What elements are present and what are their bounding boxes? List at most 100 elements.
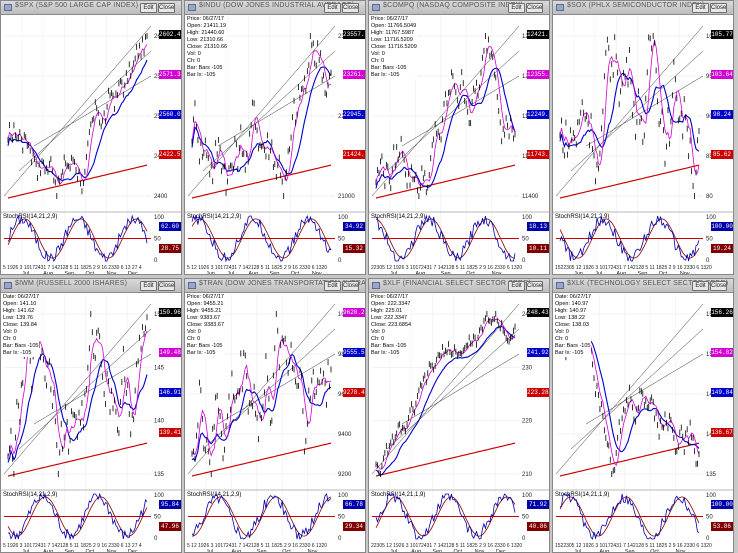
chart-icon: [4, 4, 12, 11]
stoch-signal-line: [559, 496, 700, 537]
close-button[interactable]: Close: [158, 281, 175, 291]
stoch-tick-label: 0: [154, 536, 158, 542]
stoch-tick-label: 100: [338, 493, 349, 499]
moving-average-long: [559, 164, 700, 199]
close-button[interactable]: Close: [710, 3, 727, 13]
month-label: Oct: [282, 549, 291, 553]
price-tag: 2571.37: [159, 70, 182, 79]
stoch-line: [191, 214, 332, 263]
stoch-tick-label: 0: [154, 258, 158, 264]
month-label: Aug: [616, 271, 626, 275]
edit-button[interactable]: Edit: [508, 281, 525, 291]
price-tag: 2560.08: [159, 110, 182, 119]
price-tick-label: 220: [522, 419, 533, 425]
trend-line: [33, 75, 152, 147]
panel-title-bar: $COMPQ (NASDAQ COMPOSITE INDEX) Edit Close: [369, 1, 549, 15]
month-label: Sep: [64, 549, 74, 553]
close-button[interactable]: Close: [342, 281, 359, 291]
bar-info-box: Price: 06/27/17 Open: 9455.21 High: 9455…: [187, 294, 224, 357]
stoch-line: [375, 214, 516, 262]
stoch-tag: 18.13: [527, 222, 549, 231]
moving-average-short: [559, 40, 700, 174]
close-button[interactable]: Close: [710, 281, 727, 291]
edit-button[interactable]: Edit: [140, 3, 157, 13]
stoch-tick-label: 50: [154, 237, 161, 243]
month-label: Jul: [390, 549, 397, 553]
chart-panel: $COMPQ (NASDAQ COMPOSITE INDEX) Edit Close…: [368, 0, 550, 275]
trend-line: [401, 353, 520, 425]
panel-title: $TRAN (DOW JONES TRANSPORTATION AVERAGE): [199, 280, 366, 287]
chart-icon: [188, 4, 196, 11]
month-label: Jun: [574, 271, 583, 275]
month-label: Aug: [415, 271, 425, 275]
stoch-tick-label: 100: [706, 215, 717, 221]
edit-button[interactable]: Edit: [692, 281, 709, 291]
price-tick-label: 135: [706, 472, 717, 478]
price-tag: 12421.93: [527, 30, 549, 39]
trend-line: [187, 25, 336, 197]
stoch-tick-label: 0: [338, 536, 342, 542]
panel-title: $COMPQ (NASDAQ COMPOSITE INDEX): [383, 2, 523, 9]
month-label: Nov: [308, 549, 318, 553]
price-tick-label: 11400: [522, 194, 539, 200]
edit-button[interactable]: Edit: [140, 281, 157, 291]
moving-average-short: [375, 46, 516, 187]
price-tag: 103.64: [711, 70, 733, 79]
stoch-tick-label: 50: [522, 515, 529, 521]
edit-button[interactable]: Edit: [324, 3, 341, 13]
stoch-tag: 10.11: [527, 244, 549, 253]
edit-button[interactable]: Edit: [692, 3, 709, 13]
close-button[interactable]: Close: [342, 3, 359, 13]
month-label: Oct: [291, 271, 300, 275]
trend-line: [217, 75, 336, 147]
price-tag: 11743.316: [527, 150, 549, 159]
stoch-indicator-title: StochRSI(14,21,2,9): [371, 214, 425, 220]
moving-average-long: [375, 442, 516, 477]
trend-line: [202, 50, 336, 172]
trend-line: [202, 328, 336, 450]
stoch-tag: 40.86: [527, 522, 549, 531]
chart-icon: [372, 282, 380, 289]
price-tick-label: 2400: [154, 194, 168, 200]
month-label: Dec: [128, 549, 138, 553]
month-label: Nov: [475, 549, 485, 553]
close-button[interactable]: Close: [526, 281, 543, 291]
trend-line: [371, 303, 520, 475]
stoch-tag: 100.00: [711, 222, 733, 231]
stoch-tag: 62.60: [159, 222, 181, 231]
edit-button[interactable]: Edit: [508, 3, 525, 13]
date-axis-labels: 1522305 12 1926 3 10172431 7 142128 5 11…: [555, 265, 712, 271]
month-label: Sep: [64, 271, 74, 275]
stoch-tick-label: 0: [522, 536, 526, 542]
trend-line: [3, 25, 152, 197]
chart-icon: [372, 4, 380, 11]
stoch-tick-label: 50: [522, 237, 529, 243]
trend-line: [555, 25, 704, 197]
close-button[interactable]: Close: [526, 3, 543, 13]
trend-line: [33, 353, 152, 425]
edit-button[interactable]: Edit: [324, 281, 341, 291]
moving-average-mid: [191, 66, 332, 175]
stoch-tick-label: 0: [706, 258, 710, 264]
panel-title: $SPX (S&P 500 LARGE CAP INDEX): [15, 2, 139, 9]
stoch-indicator-title: StochRSI(14,21,2,9): [555, 214, 609, 220]
moving-average-long: [191, 164, 332, 199]
month-label: Oct: [466, 271, 475, 275]
month-label: Oct: [659, 271, 668, 275]
trend-line: [187, 303, 336, 475]
price-tag: 149.48: [159, 348, 181, 357]
close-button[interactable]: Close: [158, 3, 175, 13]
month-label: Nov: [107, 271, 117, 275]
chart-icon: [556, 4, 564, 11]
stoch-line: [7, 492, 148, 541]
chart-panel: $INDU (DOW JONES INDUSTRIAL AVERAGE) Edit…: [184, 0, 366, 275]
stoch-line: [375, 493, 516, 540]
bar-info-box: Price: 06/27/17 Open: 11766.5049 High: 1…: [371, 16, 417, 79]
stoch-line: [7, 214, 148, 262]
panel-title: $INDU (DOW JONES INDUSTRIAL AVERAGE): [199, 2, 355, 9]
price-tick-label: 90: [706, 114, 713, 120]
month-label: Aug: [43, 549, 53, 553]
price-tick-label: 135: [154, 472, 165, 478]
date-axis-labels: 22305 12 1926 3 10172431 7 142128 5 11 1…: [371, 265, 522, 271]
stoch-indicator-title: StochRSI(14,21,2,9): [3, 214, 57, 220]
